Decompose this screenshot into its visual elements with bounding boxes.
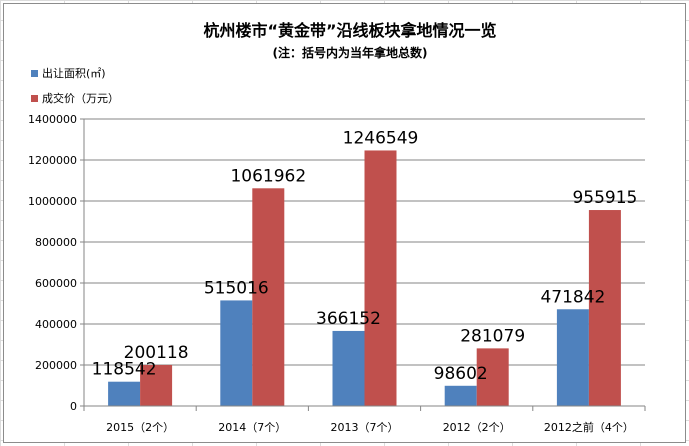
y-axis-ticks: 0 200000 400000 600000 800000 1000000 1200000 1… <box>28 113 84 413</box>
legend-label-area: 出让面积(㎡) <box>42 66 106 80</box>
legend-swatch-price <box>31 95 38 102</box>
legend-label-price: 成交价（万元） <box>42 91 119 105</box>
bar-price <box>140 364 173 406</box>
data-label: 366152 <box>316 309 381 329</box>
legend-swatch-area <box>31 70 38 77</box>
y-tick-label: 0 <box>70 400 77 413</box>
bar-area <box>332 330 365 406</box>
bars <box>108 150 621 406</box>
bar-chart: 杭州楼市“黄金带”沿线板块拿地情况一览 (注：括号内为当年拿地总数) 出让面积(… <box>28 21 646 434</box>
data-label: 118542 <box>92 360 157 380</box>
data-label: 98602 <box>434 364 488 384</box>
y-tick-label: 1200000 <box>28 154 77 167</box>
legend: 出让面积(㎡) 成交价（万元） <box>31 66 119 105</box>
data-label: 955915 <box>572 188 637 208</box>
chart-title: 杭州楼市“黄金带”沿线板块拿地情况一览 <box>203 21 496 40</box>
chart-subtitle: (注：括号内为当年拿地总数) <box>273 45 428 60</box>
bar-area <box>444 385 477 406</box>
y-tick-label: 200000 <box>35 359 77 372</box>
y-tick-label: 1000000 <box>28 195 77 208</box>
data-label: 1246549 <box>343 128 419 148</box>
bar-area <box>108 381 141 406</box>
x-tick-label: 2012（2个） <box>443 421 511 434</box>
x-axis-ticks: 2015（2个） 2014（7个） 2013（7个） 2012（2个） 2012之前（4… <box>83 406 646 434</box>
bar-price <box>252 188 285 406</box>
x-tick-label: 2013（7个） <box>331 421 399 434</box>
data-label: 515016 <box>204 278 269 298</box>
data-label: 200118 <box>124 343 189 363</box>
y-tick-label: 600000 <box>35 277 77 290</box>
y-tick-label: 400000 <box>35 318 77 331</box>
bar-area <box>220 300 253 406</box>
y-tick-label: 1400000 <box>28 113 77 126</box>
bar-price <box>588 210 621 406</box>
x-tick-label: 2012之前（4个） <box>544 420 634 434</box>
y-tick-label: 800000 <box>35 236 77 249</box>
data-label: 1061962 <box>230 166 306 186</box>
bar-price <box>364 150 397 406</box>
data-label: 471842 <box>540 287 605 307</box>
x-tick-label: 2015（2个） <box>106 421 174 434</box>
x-tick-label: 2014（7个） <box>218 421 286 434</box>
bar-price <box>476 348 509 406</box>
chart-area[interactable]: 杭州楼市“黄金带”沿线板块拿地情况一览 (注：括号内为当年拿地总数) 出让面积(… <box>3 3 686 443</box>
data-label: 281079 <box>460 326 525 346</box>
bar-area <box>556 309 589 406</box>
